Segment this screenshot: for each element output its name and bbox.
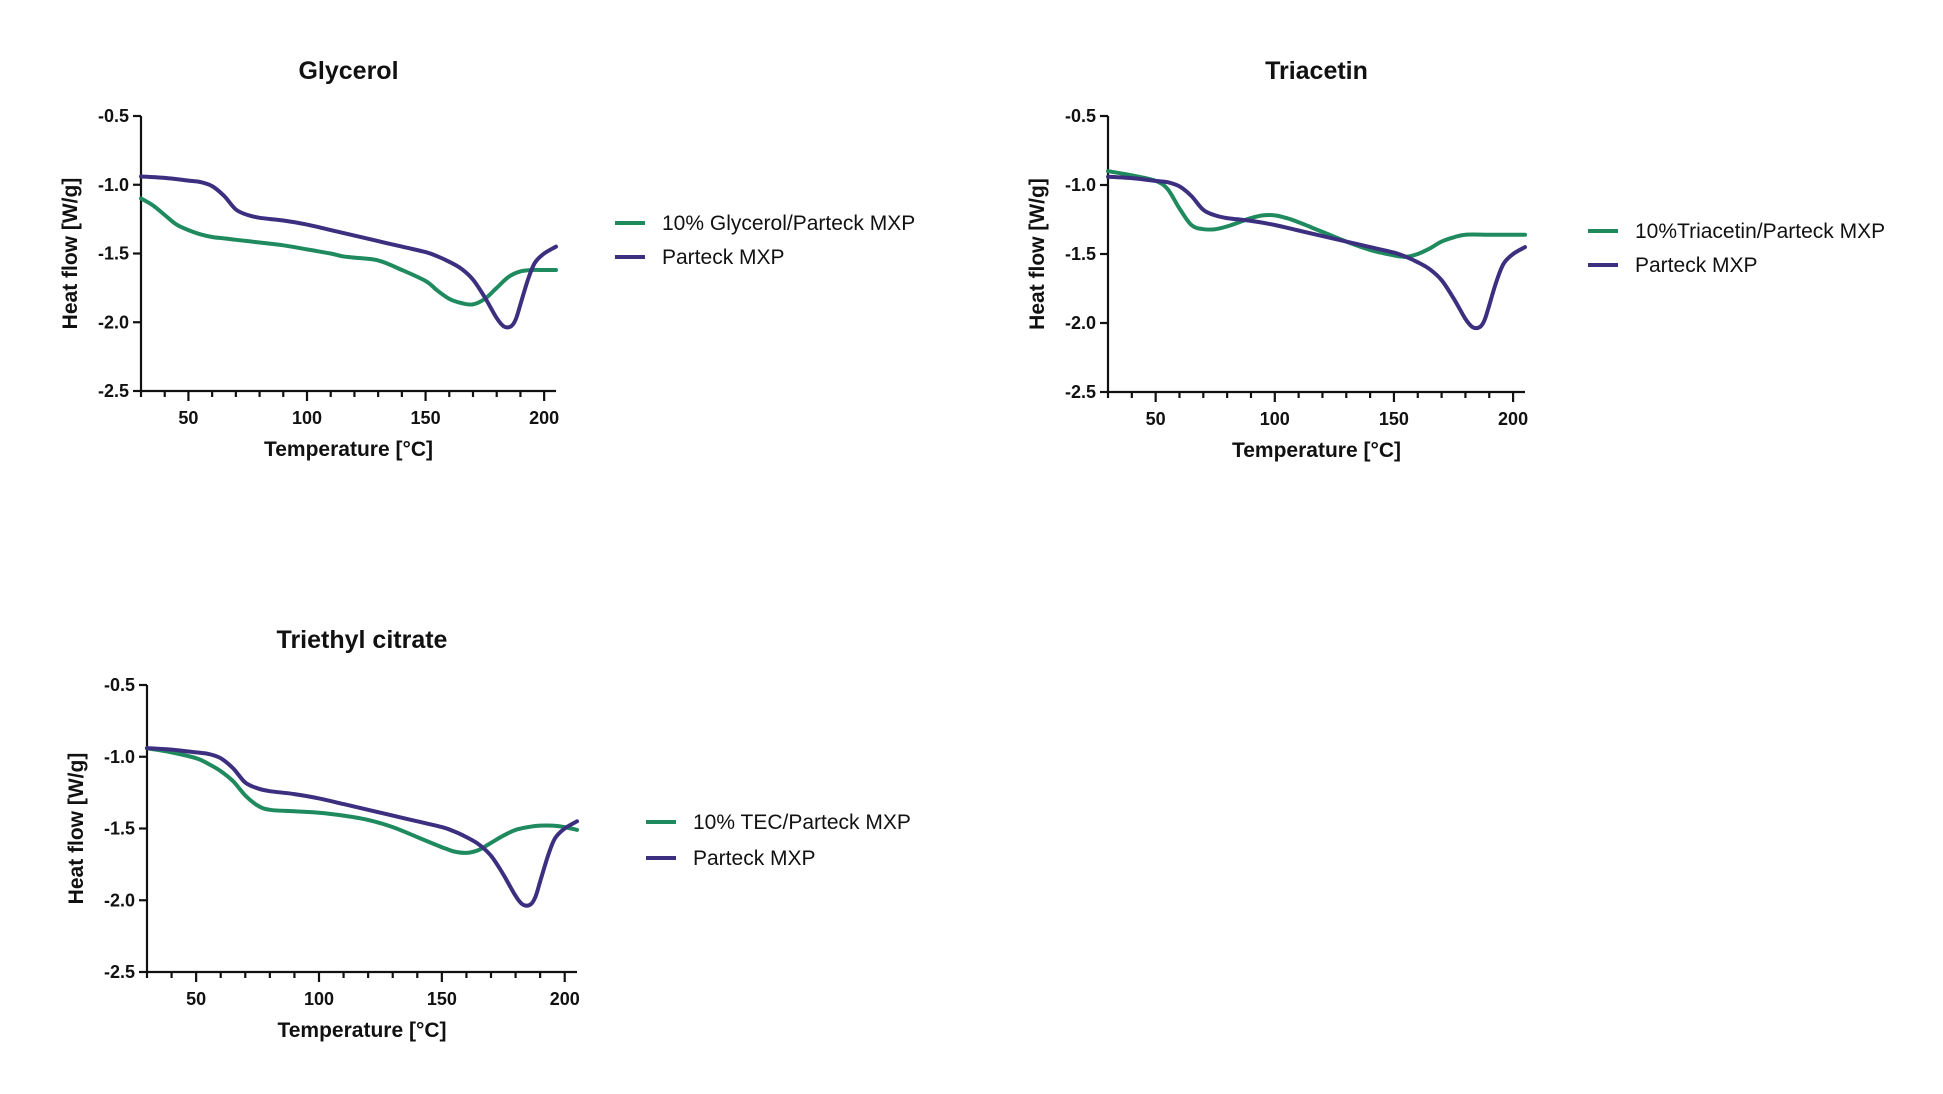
x-axis-label: Temperature [°C] bbox=[264, 438, 433, 461]
x-tick-label: 150 bbox=[411, 408, 441, 428]
legend-label: 10%Triacetin/Parteck MXP bbox=[1635, 220, 1885, 243]
x-tick-label: 200 bbox=[1498, 409, 1528, 429]
legend-label: Parteck MXP bbox=[1635, 254, 1758, 277]
y-tick-label: -2.0 bbox=[98, 312, 129, 332]
y-tick-label: -2.0 bbox=[104, 890, 135, 910]
series-line-reference bbox=[1106, 174, 1527, 331]
y-tick-label: -1.0 bbox=[1065, 175, 1096, 195]
legend-label: Parteck MXP bbox=[693, 847, 816, 870]
legend-label: 10% Glycerol/Parteck MXP bbox=[662, 212, 915, 235]
x-tick-label: 200 bbox=[529, 408, 559, 428]
x-tick-label: 100 bbox=[304, 989, 334, 1009]
chart-panel-1: Glycerol -0.5 -1.0 -1.5 -2.0 -2.5 50 100 150 200 T… bbox=[59, 57, 915, 461]
chart-title: Glycerol bbox=[298, 57, 398, 85]
x-tick-label: 200 bbox=[550, 989, 580, 1009]
series-line-reference bbox=[139, 174, 558, 330]
series-line-sample bbox=[139, 196, 558, 307]
y-tick-label: -2.0 bbox=[1065, 313, 1096, 333]
x-tick-label: 50 bbox=[186, 989, 206, 1009]
x-tick-label: 100 bbox=[1260, 409, 1290, 429]
y-tick-label: -0.5 bbox=[98, 106, 129, 126]
x-tick-label: 150 bbox=[427, 989, 457, 1009]
y-tick-label: -2.5 bbox=[1065, 382, 1096, 402]
series-line-reference bbox=[145, 746, 579, 908]
legend-label: 10% TEC/Parteck MXP bbox=[693, 811, 911, 834]
x-tick-label: 50 bbox=[1146, 409, 1166, 429]
x-tick-label: 50 bbox=[178, 408, 198, 428]
chart-panel-2: Triacetin -0.5 -1.0 -1.5 -2.0 -2.5 50 100 150 200… bbox=[1026, 57, 1885, 462]
chart-title: Triethyl citrate bbox=[277, 626, 448, 654]
chart-title: Triacetin bbox=[1265, 57, 1368, 85]
y-tick-label: -2.5 bbox=[98, 381, 129, 401]
y-tick-label: -2.5 bbox=[104, 962, 135, 982]
y-tick-label: -1.0 bbox=[98, 175, 129, 195]
legend-label: Parteck MXP bbox=[662, 246, 785, 269]
y-axis-label: Heat flow [W/g] bbox=[59, 178, 82, 330]
series-line-sample bbox=[145, 746, 579, 855]
y-tick-label: -1.5 bbox=[98, 244, 129, 264]
y-axis-label: Heat flow [W/g] bbox=[1026, 178, 1049, 330]
y-tick-label: -1.5 bbox=[1065, 244, 1096, 264]
x-tick-label: 100 bbox=[292, 408, 322, 428]
x-axis-label: Temperature [°C] bbox=[277, 1019, 446, 1042]
y-tick-label: -0.5 bbox=[1065, 106, 1096, 126]
y-axis-label: Heat flow [W/g] bbox=[65, 753, 88, 905]
series-line-sample bbox=[1106, 169, 1527, 259]
y-tick-label: -1.0 bbox=[104, 747, 135, 767]
y-tick-label: -1.5 bbox=[104, 819, 135, 839]
x-tick-label: 150 bbox=[1379, 409, 1409, 429]
x-axis-label: Temperature [°C] bbox=[1232, 439, 1401, 462]
chart-panel-3: Triethyl citrate -0.5 -1.0 -1.5 -2.0 -2.5 50 10… bbox=[65, 626, 911, 1042]
y-tick-label: -0.5 bbox=[104, 675, 135, 695]
